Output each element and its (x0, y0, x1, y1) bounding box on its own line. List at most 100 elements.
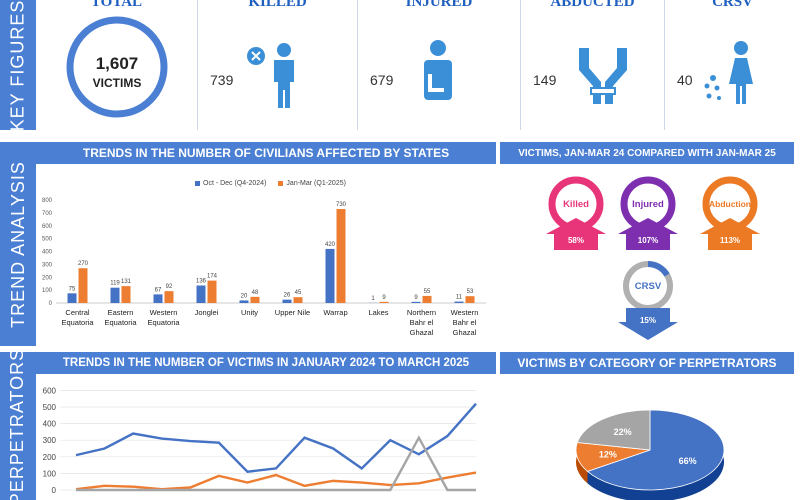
crsv-woman-icon (704, 41, 753, 104)
bar (239, 300, 249, 303)
x-tick-label: Equatoria (61, 318, 94, 327)
states-chart-title-text: TRENDS IN THE NUMBER OF CIVILIANS AFFECT… (82, 146, 450, 160)
bar (196, 285, 206, 303)
pie-data-label: 22% (614, 427, 632, 437)
badge-label: Injured (632, 199, 664, 210)
bar (336, 209, 346, 303)
y-tick-label: 300 (43, 436, 57, 445)
y-tick-label: 100 (42, 288, 53, 294)
y-tick-label: 600 (43, 386, 57, 395)
comparison-badges: Killed 58% Injured 107% Abduction 113% CRSV 15% (546, 176, 760, 340)
bar (250, 296, 260, 303)
badge-percent: 113% (720, 236, 740, 245)
down-arrow-icon (618, 308, 678, 340)
trend-analysis-side-label: TREND ANALYSIS (0, 142, 36, 346)
bar (422, 295, 432, 303)
pie-data-label: 12% (599, 449, 617, 459)
bar-data-label: 136 (196, 278, 207, 284)
monthly-chart-title-text: TRENDS IN THE NUMBER OF VICTIMS IN JANUA… (62, 357, 470, 369)
bar (110, 287, 120, 303)
legend-item-q1: Jan-Mar (Q1-2025) (278, 180, 346, 187)
injured-card: INJURED 679 (358, 0, 521, 130)
up-arrow-icon (618, 218, 678, 250)
x-tick-label: Bahr el (453, 318, 477, 327)
badge-label: Abduction (709, 199, 751, 209)
bar (411, 301, 421, 303)
up-arrow-icon (700, 218, 760, 250)
injured-value: 679 (370, 72, 394, 88)
badge-label: CRSV (635, 281, 662, 292)
bar (379, 301, 389, 303)
states-chart-title: TRENDS IN THE NUMBER OF CIVILIANS AFFECT… (36, 142, 496, 164)
key-figures-row: TOTAL 1,607 VICTIMS KILLED 739 INJURED 6… (36, 0, 800, 130)
perpetrators-label: PERPETRATORS (7, 352, 28, 500)
perpetrators-chart-title-text: VICTIMS BY CATEGORY OF PERPETRATORS (517, 356, 777, 370)
x-tick-label: Eastern (108, 308, 134, 317)
badge-ring-arc (647, 261, 670, 277)
bar-data-label: 55 (424, 289, 431, 295)
badge-percent: 58% (568, 236, 584, 245)
pie-slice-side (576, 442, 588, 484)
crsv-value: 40 (677, 72, 693, 88)
pie-data-label: 66% (679, 456, 697, 466)
x-tick-label: Northern (407, 308, 436, 317)
bar (207, 280, 217, 303)
y-tick-label: 700 (42, 211, 53, 217)
x-tick-label: Bahr el (410, 318, 434, 327)
crsv-card: CRSV 40 (665, 0, 800, 130)
abducted-title: ABDUCTED (550, 0, 635, 10)
x-tick-label: Upper Nile (275, 308, 310, 317)
series-line (75, 471, 477, 491)
monthly-chart-title: TRENDS IN THE NUMBER OF VICTIMS IN JANUA… (36, 352, 496, 374)
bar-data-label: 92 (166, 284, 173, 290)
x-tick-label: Ghazal (453, 328, 477, 337)
x-tick-label: Equatoria (147, 318, 180, 327)
killed-title: KILLED (248, 0, 307, 10)
y-tick-label: 0 (49, 301, 53, 307)
bar-data-label: 67 (155, 287, 162, 293)
y-tick-label: 0 (52, 486, 57, 495)
x-tick-label: Warrap (323, 308, 347, 317)
y-tick-label: 800 (42, 198, 53, 204)
bar-data-label: 53 (467, 289, 474, 295)
bar-data-label: 48 (252, 290, 259, 296)
comparison-title-text: VICTIMS, JAN-MAR 24 COMPARED WITH JAN-MA… (518, 147, 776, 159)
pie-slice (586, 409, 725, 491)
comparison-badge-crsv: CRSV 15% (618, 261, 678, 340)
states-bar-chart: 010020030040050060070080075270CentralEqu… (42, 198, 486, 337)
bar-data-label: 26 (284, 293, 291, 299)
bound-hands-icon (579, 48, 627, 104)
perpetrators-side-label: PERPETRATORS (0, 352, 36, 500)
legend-item-q4: Oct - Dec (Q4-2024) (195, 180, 266, 187)
comparison-title: VICTIMS, JAN-MAR 24 COMPARED WITH JAN-MA… (500, 142, 794, 164)
monthly-line-chart: 0 100 200 300 400 500 600 (43, 386, 477, 495)
series-line (76, 435, 476, 492)
bar-data-label: 9 (382, 295, 386, 301)
x-tick-label: Lakes (368, 308, 388, 317)
abducted-card: ABDUCTED 149 (521, 0, 665, 130)
bar (121, 286, 131, 303)
total-value: 1,607 (95, 54, 139, 73)
injured-title: INJURED (405, 0, 473, 10)
series-line (75, 402, 477, 473)
killed-person-icon (247, 43, 294, 108)
bar-data-label: 20 (241, 293, 248, 299)
legend-q4-label: Oct - Dec (Q4-2024) (203, 180, 267, 187)
y-tick-label: 500 (42, 237, 53, 243)
killed-value: 739 (210, 72, 234, 88)
abducted-value: 149 (533, 72, 557, 88)
x-tick-label: Western (150, 308, 178, 317)
crsv-title: CRSV (712, 0, 753, 10)
badge-percent: 107% (638, 236, 658, 245)
bar-data-label: 45 (295, 290, 302, 296)
bar-data-label: 420 (325, 242, 336, 248)
pie-slice (576, 409, 651, 451)
bar (153, 294, 163, 303)
badge-percent: 15% (640, 316, 656, 325)
perpetrators-chart-title: VICTIMS BY CATEGORY OF PERPETRATORS (500, 352, 794, 374)
bar (454, 301, 464, 303)
bar-data-label: 730 (336, 202, 347, 208)
up-arrow-icon (546, 218, 606, 250)
bar (164, 291, 174, 303)
x-tick-label: Jonglei (195, 308, 219, 317)
